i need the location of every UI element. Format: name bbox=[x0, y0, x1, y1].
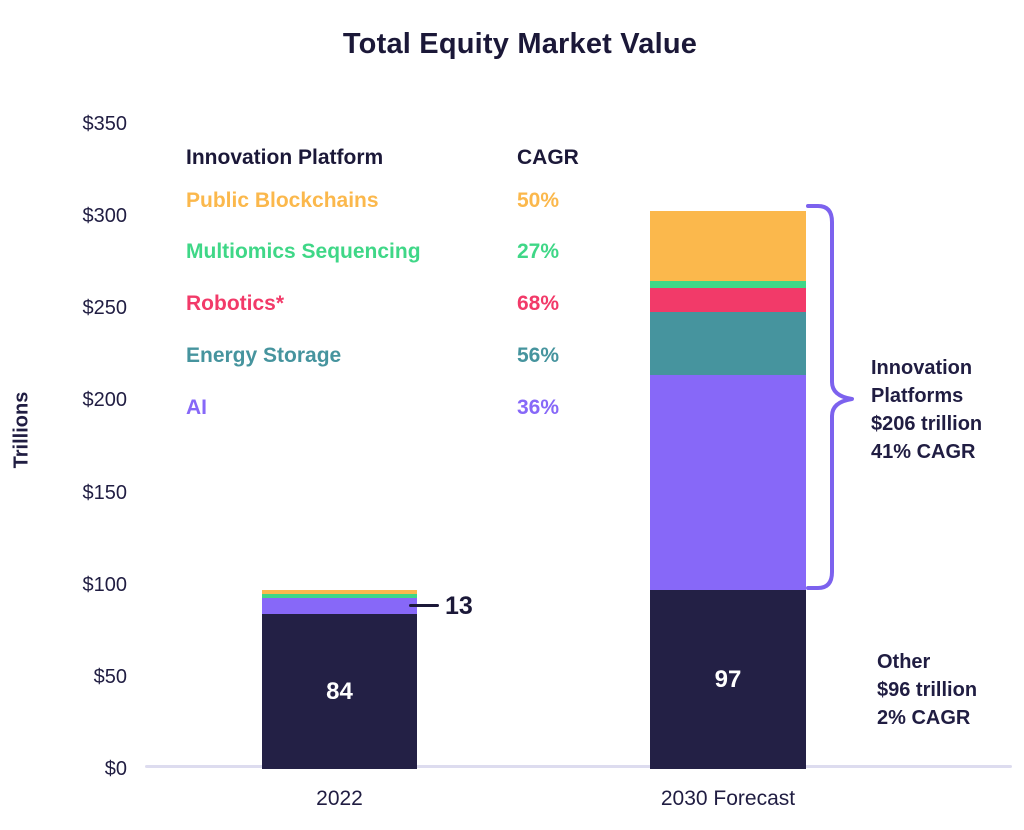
callout-value-innovation-2022: 13 bbox=[445, 591, 473, 620]
chart-title: Total Equity Market Value bbox=[342, 28, 698, 60]
y-tick-250: $250 bbox=[82, 297, 128, 320]
y-tick-350: $350 bbox=[82, 113, 128, 135]
bar-segment-2022-ai bbox=[262, 597, 417, 615]
innovation-brace-icon bbox=[806, 204, 854, 590]
legend-label-multiomics-sequencing: Multiomics Sequencing bbox=[186, 240, 421, 263]
annotation-line: 41% CAGR bbox=[871, 441, 976, 463]
annotation-other: Other $96 trillion 2% CAGR bbox=[877, 648, 977, 732]
legend-cagr-energy-storage: 56% bbox=[517, 344, 560, 367]
legend-cagr-ai: 36% bbox=[517, 396, 560, 419]
y-tick-300: $300 bbox=[82, 205, 128, 228]
legend-header-platform: Innovation Platform bbox=[186, 146, 384, 169]
annotation-line: Platforms bbox=[871, 385, 964, 407]
bar-segment-2030-forecast-energy-storage bbox=[650, 311, 806, 375]
annotation-line: $96 trillion bbox=[877, 679, 978, 701]
callout-line-innovation-2022 bbox=[409, 604, 439, 608]
annotation-line: Innovation bbox=[871, 357, 973, 379]
legend-cagr-public-blockchains: 50% bbox=[517, 189, 560, 212]
bar-segment-2030-forecast-ai bbox=[650, 374, 806, 591]
bar-value-label-2030-forecast: 97 bbox=[714, 665, 742, 693]
bar-segment-2030-forecast-multiomics-sequencing bbox=[650, 280, 806, 288]
legend-label-public-blockchains: Public Blockchains bbox=[186, 189, 379, 212]
y-tick-50: $50 bbox=[93, 665, 127, 688]
legend-label-ai: AI bbox=[186, 396, 207, 419]
bar-segment-2030-forecast-public-blockchains bbox=[650, 210, 806, 281]
bar-segment-2030-forecast-other bbox=[650, 590, 806, 769]
annotation-line: 2% CAGR bbox=[877, 707, 971, 729]
bar-segment-2030-forecast-robotics bbox=[650, 288, 806, 312]
legend-header-cagr: CAGR bbox=[517, 146, 579, 169]
x-tick-2022: 2022 bbox=[316, 787, 363, 810]
y-axis-label: Trillions bbox=[10, 391, 33, 469]
bar-segment-2022-multiomics-sequencing bbox=[262, 593, 417, 598]
legend-label-robotics: Robotics* bbox=[186, 292, 285, 315]
legend-cagr-robotics: 68% bbox=[517, 292, 560, 315]
bar-segment-2022-other bbox=[262, 614, 417, 769]
legend-cagr-multiomics-sequencing: 27% bbox=[517, 240, 560, 263]
legend-label-energy-storage: Energy Storage bbox=[186, 344, 342, 367]
y-tick-200: $200 bbox=[82, 389, 128, 412]
annotation-innovation-platforms: Innovation Platforms $206 trillion 41% CAGR bbox=[871, 354, 982, 466]
annotation-line: $206 trillion bbox=[871, 413, 983, 435]
bar-value-label-2022: 84 bbox=[326, 677, 353, 705]
y-tick-150: $150 bbox=[82, 481, 128, 504]
x-axis-line bbox=[145, 765, 1012, 768]
annotation-line: Other bbox=[877, 651, 931, 673]
bar-segment-2022-public-blockchains bbox=[262, 590, 417, 594]
y-tick-0: $0 bbox=[104, 758, 127, 780]
y-tick-100: $100 bbox=[82, 573, 128, 596]
x-tick-2030-forecast: 2030 Forecast bbox=[660, 787, 796, 810]
